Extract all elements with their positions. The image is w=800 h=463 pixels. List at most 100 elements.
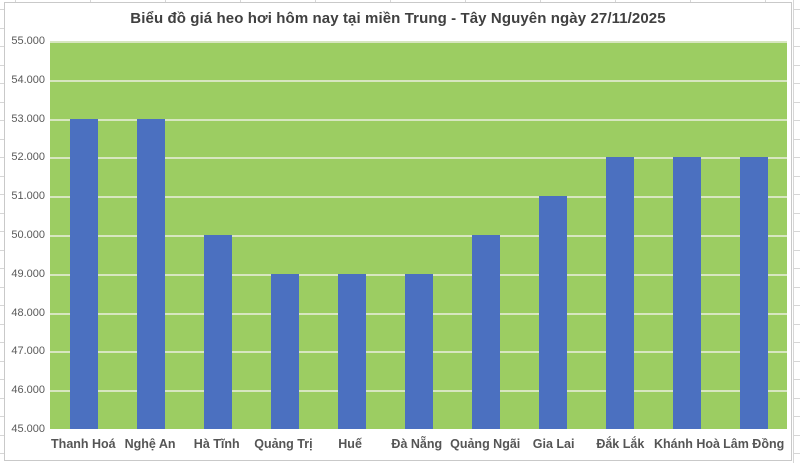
spreadsheet-gridline [793, 138, 800, 140]
spreadsheet-gridline [793, 0, 794, 463]
spreadsheet-gridline [0, 120, 4, 121]
bar-slot [251, 41, 318, 429]
chart-container[interactable]: Biểu đồ giá heo hơi hôm nay tại miền Tru… [4, 2, 792, 461]
y-axis-tick-label: 52.000 [11, 151, 45, 164]
spreadsheet-gridline [0, 175, 4, 177]
bar [69, 118, 98, 429]
y-axis-tick-label: 50.000 [11, 229, 45, 241]
x-axis-category-label: Gia Lai [532, 437, 575, 451]
spreadsheet-gridline [793, 397, 800, 399]
spreadsheet-gridline [793, 64, 800, 66]
spreadsheet-gridline [465, 0, 466, 2]
spreadsheet-gridline [0, 434, 4, 436]
bar [672, 157, 701, 429]
spreadsheet-gridline [765, 0, 766, 2]
spreadsheet-gridline [90, 0, 91, 2]
x-axis-category-label: Huế [338, 437, 362, 451]
bar [538, 196, 567, 429]
plot-area [50, 41, 787, 429]
bar-slot [519, 41, 586, 429]
spreadsheet-gridline [793, 212, 800, 214]
spreadsheet-gridline [793, 416, 800, 417]
y-axis-tick-label: 53.000 [11, 112, 45, 125]
y-axis-tick-label: 49.000 [11, 267, 45, 280]
chart-title: Biểu đồ giá heo hơi hôm nay tại miền Tru… [130, 10, 666, 27]
spreadsheet-gridline [793, 120, 800, 121]
gridline [50, 196, 787, 199]
spreadsheet-gridline [793, 323, 800, 325]
bar [270, 273, 299, 429]
spreadsheet-gridline [793, 27, 800, 29]
spreadsheet-gridline [0, 157, 4, 158]
y-axis-tick-label: 54.000 [11, 73, 45, 86]
spreadsheet-gridline [0, 305, 4, 306]
bar-slot [653, 41, 720, 429]
spreadsheet-gridline [793, 286, 800, 288]
bar-slot [318, 41, 385, 429]
bar-slot [50, 41, 117, 429]
bar-slot [720, 41, 787, 429]
bar [203, 235, 232, 429]
spreadsheet-gridline [793, 360, 800, 362]
spreadsheet-gridline [793, 83, 800, 84]
spreadsheet-gridline [0, 46, 4, 47]
spreadsheet-gridline [793, 453, 800, 454]
gridline [50, 235, 787, 237]
x-axis-category-label: Nghệ An [124, 437, 176, 451]
bar-slot [452, 41, 519, 429]
spreadsheet-gridline [0, 268, 4, 269]
spreadsheet-gridline [793, 175, 800, 177]
x-axis-category-label: Quảng Trị [254, 437, 313, 451]
x-axis-category-label: Khánh Hoà [654, 437, 720, 451]
x-axis-category-label: Quảng Ngãi [450, 437, 521, 451]
spreadsheet-gridline [0, 9, 4, 10]
y-axis-tick-label: 47.000 [11, 345, 45, 358]
spreadsheet-gridline [0, 342, 4, 343]
spreadsheet-gridline [15, 0, 16, 2]
x-axis-category-label: Lâm Đồng [723, 437, 785, 451]
spreadsheet-gridline [165, 0, 166, 2]
spreadsheet-gridline [0, 27, 4, 29]
spreadsheet-gridline [793, 157, 800, 158]
spreadsheet-gridline [793, 434, 800, 436]
spreadsheet-gridline [0, 360, 4, 362]
spreadsheet-gridline [0, 286, 4, 288]
spreadsheet-gridline [240, 0, 241, 2]
gridline [50, 79, 787, 82]
y-axis-tick-label: 55.000 [11, 35, 45, 47]
spreadsheet-gridline [0, 101, 4, 103]
y-axis-tick-label: 51.000 [11, 190, 45, 203]
gridline [50, 157, 787, 160]
bar [739, 157, 768, 429]
bar [471, 235, 500, 429]
spreadsheet-gridline [540, 0, 541, 2]
y-axis-tick-label: 48.000 [11, 306, 45, 319]
spreadsheet-gridline [0, 453, 4, 454]
spreadsheet-gridline [793, 249, 800, 251]
spreadsheet-gridline [0, 83, 4, 84]
spreadsheet-gridline [0, 212, 4, 214]
spreadsheet-gridline [793, 268, 800, 269]
x-axis-category-label: Đà Nẵng [391, 437, 443, 451]
bar [337, 273, 366, 429]
bar [136, 118, 165, 429]
spreadsheet-gridline [793, 194, 800, 195]
spreadsheet-gridline [793, 231, 800, 232]
spreadsheet-gridline [690, 0, 691, 2]
spreadsheet-gridline [793, 101, 800, 103]
spreadsheet-gridline [0, 416, 4, 417]
gridline [50, 118, 787, 121]
x-axis: Thanh Hoá Nghệ An Hà Tĩnh Quảng Trị Huế Đà Nẵ… [50, 437, 787, 451]
bar-slot [117, 41, 184, 429]
bar-slot [184, 41, 251, 429]
spreadsheet-gridline [793, 379, 800, 380]
spreadsheet-gridline [793, 342, 800, 343]
spreadsheet-gridline [315, 0, 316, 2]
spreadsheet-gridline [793, 46, 800, 47]
spreadsheet-gridline [615, 0, 616, 2]
spreadsheet-gridline [793, 9, 800, 10]
x-axis-category-label: Đắk Lắk [596, 437, 645, 451]
gridline [50, 41, 787, 43]
x-axis-category-label: Thanh Hoá [51, 437, 116, 451]
